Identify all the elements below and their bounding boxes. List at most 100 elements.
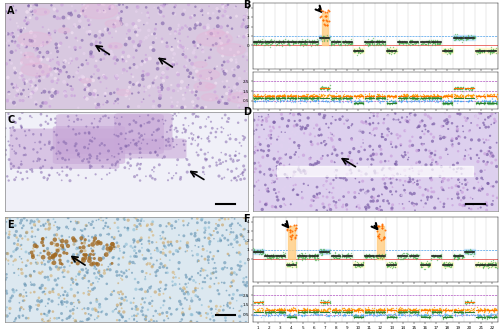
Point	[420, 204, 428, 210]
Point	[452, 93, 460, 99]
Point	[410, 96, 418, 101]
Point	[26, 290, 34, 295]
Point	[318, 98, 326, 103]
Point	[417, 308, 425, 313]
Point	[406, 307, 413, 312]
Point	[434, 307, 442, 312]
Point	[418, 164, 426, 169]
Point	[280, 309, 288, 314]
Point	[419, 41, 427, 47]
Point	[117, 312, 125, 317]
Point	[370, 41, 378, 46]
Point	[376, 307, 384, 312]
Point	[474, 313, 482, 318]
Point	[434, 191, 442, 196]
Point	[300, 254, 308, 259]
Point	[30, 282, 38, 288]
Point	[370, 95, 378, 101]
Point	[46, 308, 54, 314]
Point	[333, 38, 341, 43]
Point	[480, 315, 488, 320]
Point	[254, 312, 262, 317]
Point	[250, 91, 258, 96]
Point	[334, 40, 342, 46]
Point	[238, 86, 246, 91]
Point	[414, 308, 422, 313]
Point	[396, 94, 404, 99]
Point	[264, 94, 272, 100]
Point	[441, 110, 449, 115]
Point	[114, 310, 122, 316]
Point	[452, 35, 460, 40]
Point	[38, 240, 46, 245]
Point	[406, 39, 413, 45]
Point	[188, 89, 196, 95]
Point	[351, 100, 359, 105]
Point	[392, 99, 400, 105]
Point	[378, 308, 386, 314]
Point	[441, 94, 449, 99]
Point	[396, 94, 404, 99]
Point	[300, 38, 308, 43]
Point	[484, 101, 492, 107]
Point	[310, 309, 318, 314]
Point	[124, 88, 132, 93]
Point	[462, 308, 469, 313]
Point	[343, 308, 351, 313]
Point	[180, 96, 188, 102]
Point	[442, 312, 450, 317]
Point	[415, 98, 423, 103]
Point	[320, 306, 328, 312]
Point	[284, 92, 292, 98]
Point	[479, 92, 487, 97]
Point	[326, 153, 334, 158]
Point	[84, 4, 92, 9]
Point	[482, 202, 490, 208]
Point	[466, 93, 473, 98]
Point	[443, 93, 451, 98]
Point	[66, 308, 74, 314]
Point	[354, 307, 362, 312]
Point	[365, 95, 373, 101]
Point	[4, 31, 12, 37]
Point	[477, 261, 485, 266]
Point	[387, 306, 395, 312]
Point	[484, 261, 492, 266]
Point	[112, 269, 120, 274]
Point	[272, 95, 280, 100]
Point	[35, 219, 43, 224]
Point	[326, 301, 334, 306]
Point	[192, 310, 200, 315]
Point	[378, 93, 386, 99]
Point	[312, 122, 320, 128]
Point	[491, 99, 499, 104]
Point	[366, 167, 374, 172]
Point	[383, 263, 391, 268]
Point	[157, 305, 165, 310]
Point	[243, 280, 251, 285]
Point	[191, 106, 199, 111]
Point	[64, 259, 72, 264]
Point	[278, 308, 285, 313]
Point	[286, 92, 294, 98]
Point	[348, 121, 356, 127]
Point	[96, 40, 104, 45]
Point	[202, 158, 210, 163]
Point	[44, 274, 52, 280]
Point	[457, 310, 465, 315]
Point	[392, 314, 400, 319]
Point	[480, 97, 488, 103]
Point	[134, 79, 142, 85]
Point	[293, 192, 301, 197]
Point	[416, 308, 424, 313]
Point	[378, 134, 386, 139]
Point	[411, 308, 419, 314]
Point	[170, 11, 177, 16]
Point	[415, 252, 423, 258]
Point	[124, 104, 132, 109]
Point	[273, 195, 281, 200]
Point	[336, 40, 344, 45]
Point	[254, 142, 262, 147]
Point	[116, 157, 124, 162]
Point	[388, 131, 396, 136]
